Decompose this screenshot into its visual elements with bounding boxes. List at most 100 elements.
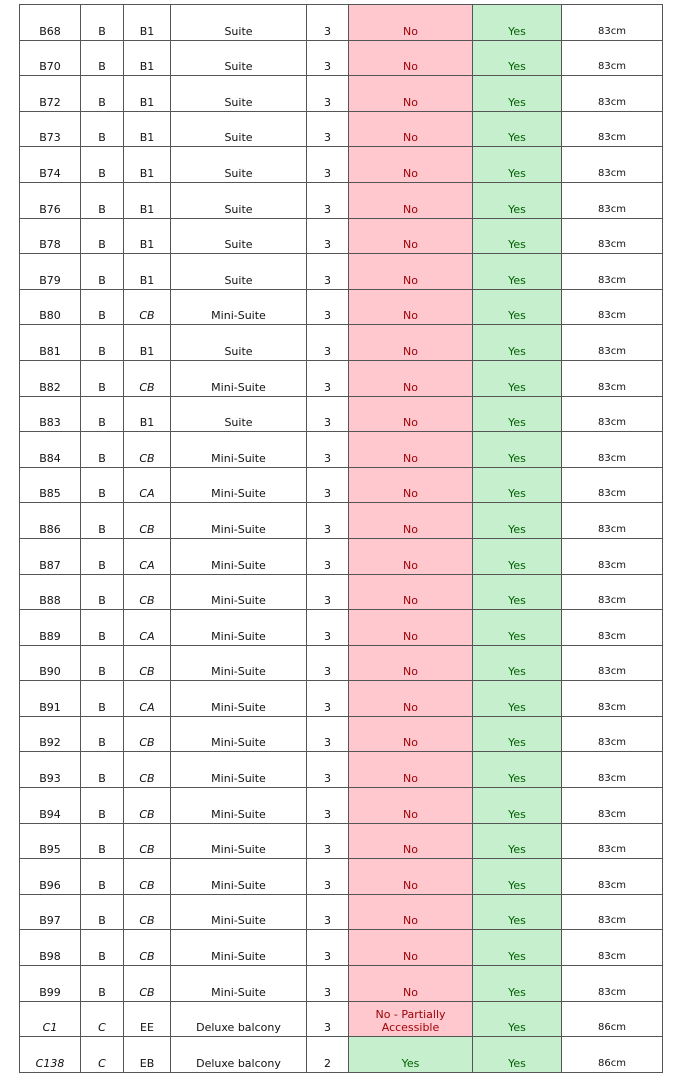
table-row: C138 C EB Deluxe balcony 2 Yes Yes 86cm bbox=[19, 1036, 663, 1073]
cabin-number-cell: B79 bbox=[19, 253, 81, 290]
table-row: B79 B B1 Suite 3 No Yes 83cm bbox=[19, 253, 663, 290]
cabin-number-cell: B98 bbox=[19, 929, 81, 967]
deck-cell: B bbox=[80, 751, 124, 789]
door-width-cell: 83cm bbox=[561, 4, 663, 41]
door-width-cell: 83cm bbox=[561, 929, 663, 967]
cabin-type-cell: Deluxe balcony bbox=[170, 1000, 307, 1038]
cabin-type-cell: Mini-Suite bbox=[170, 680, 307, 717]
cabin-type-cell: Suite bbox=[170, 39, 307, 77]
door-width-cell: 83cm bbox=[561, 537, 663, 575]
step-free-cell: Yes bbox=[472, 858, 562, 895]
occupancy-cell: 3 bbox=[306, 4, 349, 41]
cabin-type-cell: Deluxe balcony bbox=[170, 1036, 307, 1073]
occupancy-cell: 3 bbox=[306, 431, 349, 468]
category-cell: B1 bbox=[123, 395, 171, 433]
deck-cell: B bbox=[80, 217, 124, 255]
category-cell: CB bbox=[123, 929, 171, 967]
accessible-cell: No bbox=[348, 110, 473, 148]
category-cell: CA bbox=[123, 537, 171, 575]
table-row: B85 B CA Mini-Suite 3 No Yes 83cm bbox=[19, 466, 663, 504]
cabin-type-cell: Mini-Suite bbox=[170, 609, 307, 646]
accessible-cell: No bbox=[348, 181, 473, 219]
cabin-type-cell: Mini-Suite bbox=[170, 288, 307, 326]
accessible-cell: No bbox=[348, 288, 473, 326]
category-cell: CB bbox=[123, 893, 171, 931]
table-row: B90 B CB Mini-Suite 3 No Yes 83cm bbox=[19, 644, 663, 682]
occupancy-cell: 3 bbox=[306, 965, 349, 1002]
cabin-type-cell: Suite bbox=[170, 181, 307, 219]
step-free-cell: Yes bbox=[472, 680, 562, 717]
cabin-type-cell: Mini-Suite bbox=[170, 644, 307, 682]
deck-cell: B bbox=[80, 288, 124, 326]
cabin-type-cell: Mini-Suite bbox=[170, 537, 307, 575]
occupancy-cell: 3 bbox=[306, 680, 349, 717]
category-cell: CA bbox=[123, 609, 171, 646]
step-free-cell: Yes bbox=[472, 573, 562, 611]
table-row: B76 B B1 Suite 3 No Yes 83cm bbox=[19, 181, 663, 219]
door-width-cell: 83cm bbox=[561, 146, 663, 183]
cabin-number-cell: C138 bbox=[19, 1036, 81, 1073]
door-width-cell: 83cm bbox=[561, 466, 663, 504]
deck-cell: B bbox=[80, 4, 124, 41]
cabin-number-cell: B81 bbox=[19, 324, 81, 361]
accessible-cell: No bbox=[348, 787, 473, 824]
cabin-type-cell: Suite bbox=[170, 4, 307, 41]
accessible-cell: No bbox=[348, 75, 473, 112]
table-row: B96 B CB Mini-Suite 3 No Yes 83cm bbox=[19, 858, 663, 895]
table-row: B82 B CB Mini-Suite 3 No Yes 83cm bbox=[19, 359, 663, 397]
accessible-cell: No bbox=[348, 822, 473, 860]
category-cell: CA bbox=[123, 680, 171, 717]
step-free-cell: Yes bbox=[472, 466, 562, 504]
cabin-type-cell: Suite bbox=[170, 110, 307, 148]
accessible-cell: No bbox=[348, 253, 473, 290]
step-free-cell: Yes bbox=[472, 537, 562, 575]
accessible-cell: No bbox=[348, 965, 473, 1002]
category-cell: B1 bbox=[123, 75, 171, 112]
occupancy-cell: 3 bbox=[306, 537, 349, 575]
step-free-cell: Yes bbox=[472, 75, 562, 112]
occupancy-cell: 3 bbox=[306, 644, 349, 682]
cabin-number-cell: B74 bbox=[19, 146, 81, 183]
table-row: B81 B B1 Suite 3 No Yes 83cm bbox=[19, 324, 663, 361]
step-free-cell: Yes bbox=[472, 965, 562, 1002]
accessible-cell: No bbox=[348, 431, 473, 468]
deck-cell: B bbox=[80, 75, 124, 112]
deck-cell: B bbox=[80, 324, 124, 361]
deck-cell: B bbox=[80, 253, 124, 290]
step-free-cell: Yes bbox=[472, 431, 562, 468]
door-width-cell: 86cm bbox=[561, 1036, 663, 1073]
step-free-cell: Yes bbox=[472, 715, 562, 753]
table-row: B89 B CA Mini-Suite 3 No Yes 83cm bbox=[19, 609, 663, 646]
category-cell: CB bbox=[123, 751, 171, 789]
accessible-cell: No bbox=[348, 929, 473, 967]
table-row: B92 B CB Mini-Suite 3 No Yes 83cm bbox=[19, 715, 663, 753]
accessible-cell: No bbox=[348, 324, 473, 361]
deck-cell: B bbox=[80, 893, 124, 931]
category-cell: B1 bbox=[123, 181, 171, 219]
deck-cell: B bbox=[80, 929, 124, 967]
cabin-number-cell: B83 bbox=[19, 395, 81, 433]
door-width-cell: 83cm bbox=[561, 217, 663, 255]
deck-cell: B bbox=[80, 965, 124, 1002]
door-width-cell: 83cm bbox=[561, 965, 663, 1002]
occupancy-cell: 3 bbox=[306, 573, 349, 611]
deck-cell: B bbox=[80, 858, 124, 895]
occupancy-cell: 3 bbox=[306, 217, 349, 255]
door-width-cell: 83cm bbox=[561, 858, 663, 895]
accessible-cell: No bbox=[348, 4, 473, 41]
table-row: B68 B B1 Suite 3 No Yes 83cm bbox=[19, 4, 663, 41]
cabin-type-cell: Mini-Suite bbox=[170, 787, 307, 824]
step-free-cell: Yes bbox=[472, 288, 562, 326]
cabin-number-cell: B76 bbox=[19, 181, 81, 219]
table-row: B86 B CB Mini-Suite 3 No Yes 83cm bbox=[19, 502, 663, 539]
occupancy-cell: 3 bbox=[306, 359, 349, 397]
deck-cell: B bbox=[80, 680, 124, 717]
step-free-cell: Yes bbox=[472, 324, 562, 361]
category-cell: CB bbox=[123, 288, 171, 326]
category-cell: CB bbox=[123, 359, 171, 397]
category-cell: CB bbox=[123, 787, 171, 824]
door-width-cell: 83cm bbox=[561, 822, 663, 860]
cabin-type-cell: Mini-Suite bbox=[170, 965, 307, 1002]
cabin-type-cell: Mini-Suite bbox=[170, 893, 307, 931]
step-free-cell: Yes bbox=[472, 644, 562, 682]
